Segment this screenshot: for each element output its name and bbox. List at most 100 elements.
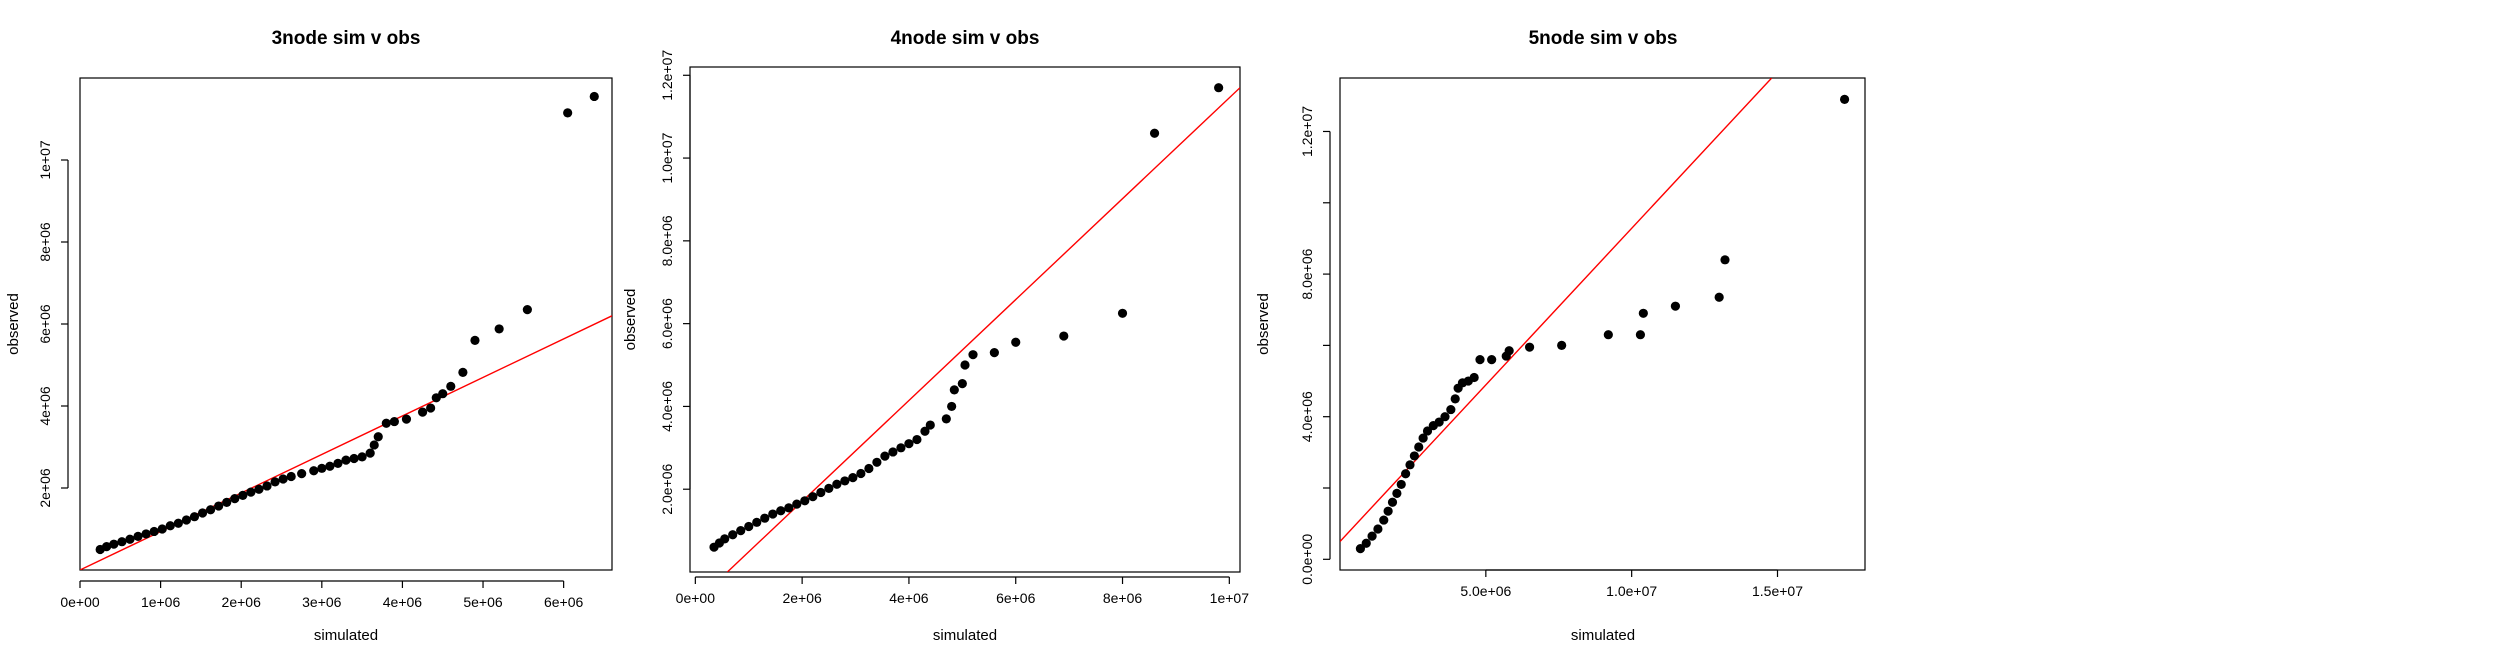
data-point [349,453,359,464]
chart-title: 3node sim v obs [272,28,421,49]
data-point [957,379,967,389]
data-points [709,83,1224,552]
data-point [317,463,327,473]
data-point [941,414,951,424]
x-tick-label: 5e+06 [463,594,503,610]
data-point [133,531,143,541]
x-tick-label: 5.0e+06 [1460,583,1511,599]
data-point [117,537,127,547]
x-tick-label: 2e+06 [782,590,822,606]
reference-line [726,87,1240,572]
data-point [1434,417,1444,427]
x-tick-label: 2e+06 [222,594,262,610]
data-point [262,481,272,491]
data-point [720,534,730,544]
data-point [470,335,480,345]
data-point [125,534,135,544]
data-point [1011,337,1021,347]
data-point [270,477,280,487]
data-point [333,458,343,468]
data-point [157,524,167,534]
data-point [1635,330,1646,340]
data-point [1839,94,1850,104]
x-axis-label: simulated [933,627,997,644]
data-point [141,529,151,539]
data-point [446,381,456,391]
data-point [925,420,935,430]
x-tick-label: 0e+00 [676,590,716,606]
y-tick-label: 2e+06 [37,468,53,508]
x-tick-label: 4e+06 [383,594,423,610]
data-point [458,367,468,377]
data-point [278,474,288,484]
data-point [246,487,256,497]
data-point [365,448,375,458]
y-tick-label: 8.0e+06 [1299,248,1315,299]
data-point [369,440,379,450]
chart-title: 4node sim v obs [891,28,1040,49]
data-point [373,432,383,442]
y-tick-label: 1e+07 [37,140,53,180]
x-axis: 0e+00 1e+06 2e+06 3e+06 4e+06 5e+06 6e+06 [60,580,584,610]
x-axis-label: simulated [1571,627,1635,644]
x-tick-label: 6e+06 [544,594,584,610]
data-point [960,360,970,370]
data-point [872,457,882,467]
x-tick-label: 8e+06 [1103,590,1143,606]
plot-frame [689,66,1241,573]
data-point [760,513,770,523]
data-point [736,526,746,536]
data-point [1117,308,1128,318]
x-tick-label: 0e+00 [60,594,100,610]
data-point [341,455,351,465]
y-axis: 2.0e+06 4.0e+06 6.0e+06 8.0e+06 1.0e+07 1.2e+… [659,50,691,515]
data-point [389,416,399,427]
data-point [784,503,794,513]
y-tick-label: 8.0e+06 [659,215,675,266]
x-tick-label: 1e+06 [141,594,181,610]
data-point [896,443,906,453]
chart-panel-2: 4node sim v obs 0e+00 2e+06 4e+06 6e+06 8e+06… [622,28,1249,644]
data-point [856,468,866,479]
chart-panel-3: 5node sim v obs 5.0e+06 1.0e+07 1.5e+07 0.0e… [1255,28,1866,644]
data-point [1418,433,1428,443]
y-axis-label: observed [622,289,639,351]
data-point [864,463,874,474]
data-point [589,91,599,102]
data-point [1361,538,1371,548]
data-point [1383,506,1393,516]
y-tick-label: 1.2e+07 [1299,106,1315,157]
x-tick-label: 4e+06 [889,590,929,606]
data-point [1524,342,1535,352]
data-point [1450,394,1460,404]
data-point [1504,346,1514,356]
data-point [1387,497,1398,507]
data-point [522,305,532,315]
data-point [438,389,448,399]
x-tick-label: 1e+07 [1210,590,1250,606]
data-point [325,461,335,471]
data-point [1392,488,1402,498]
data-point [230,494,240,504]
y-axis: 0.0e+00 4.0e+06 8.0e+06 1.2e+07 [1299,106,1331,585]
data-point [947,401,957,412]
data-point [848,473,858,483]
x-axis: 0e+00 2e+06 4e+06 6e+06 8e+06 1e+07 [676,576,1250,606]
chart-title: 5node sim v obs [1529,28,1678,49]
data-point [1440,412,1450,422]
data-point [494,324,504,334]
data-point [1401,469,1411,479]
chart-panel-1: 3node sim v obs 0e+00 1e+06 2e+06 3e+06 4e+06… [5,28,613,644]
y-tick-label: 2.0e+06 [659,464,675,515]
data-point [888,447,898,457]
x-tick-label: 1.5e+07 [1752,583,1803,599]
data-point [426,403,436,413]
data-point [297,469,307,479]
y-tick-label: 6e+06 [37,304,53,344]
data-point [173,518,183,528]
data-point [1487,355,1497,365]
data-point [401,414,412,424]
data-point [222,497,232,507]
y-axis: 2e+06 4e+06 6e+06 8e+06 1e+07 [37,140,69,508]
data-point [949,385,959,395]
